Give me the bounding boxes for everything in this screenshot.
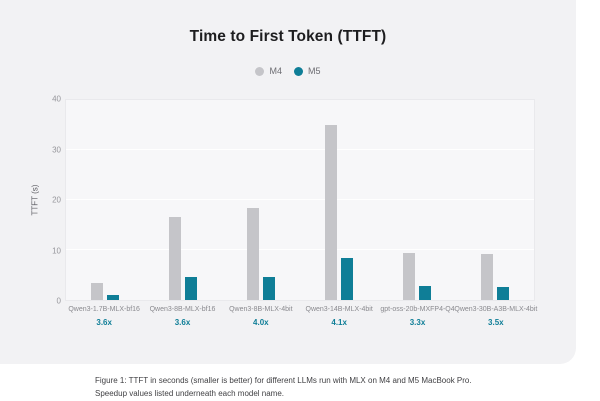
gridline: [66, 249, 534, 250]
legend-item-m4[interactable]: M4: [255, 66, 282, 76]
speedup-label: 3.5x: [488, 318, 504, 327]
category-label: Qwen3-14B-MLX-4bit: [305, 306, 373, 313]
figure-caption: Figure 1: TTFT in seconds (smaller is be…: [95, 376, 472, 398]
speedup-label: 3.6x: [174, 318, 191, 327]
chart-title: Time to First Token (TTFT): [189, 28, 387, 45]
bar-m5: [341, 257, 353, 300]
bar-group: [90, 100, 119, 300]
bar-m5: [263, 277, 275, 300]
bar-m4: [169, 217, 181, 300]
bar-m5: [419, 285, 431, 300]
y-axis-ticks: 0 10 20 30 40: [38, 95, 61, 306]
bar-m4: [403, 252, 415, 300]
bar-m5: [497, 287, 509, 300]
category-label: Qwen3-1.7B-MLX-bf16: [68, 306, 140, 313]
legend-item-m5[interactable]: M5: [294, 66, 321, 76]
y-tick-label: 40: [52, 94, 61, 104]
category-label: gpt-oss-20b-MXFP4-Q4: [380, 306, 455, 313]
category-label: Qwen3-30B-A3B-MLX-4bit: [454, 306, 538, 313]
bar-m5: [106, 295, 119, 300]
bar-m5: [185, 277, 197, 300]
speedup-label: 4.0x: [253, 318, 269, 327]
bar-group: [481, 100, 509, 300]
plot-area: [65, 99, 535, 301]
legend-label: M4: [269, 66, 282, 76]
speedup-label: 3.6x: [96, 318, 112, 327]
gridline: [66, 199, 534, 200]
bar-group: [247, 100, 275, 300]
bar-group: [169, 100, 197, 300]
bar-group: [325, 100, 353, 300]
category-label: Qwen3-8B-MLX-bf16: [149, 306, 216, 313]
speedup-label: 3.3x: [409, 318, 426, 327]
category-label: Qwen3-8B-MLX-4bit: [229, 306, 293, 313]
legend-dot-icon: [294, 66, 303, 76]
bar-m4: [247, 207, 259, 300]
gridline: [66, 149, 534, 150]
chart-legend: M4 M5: [0, 66, 576, 76]
x-axis-labels: Qwen3-1.7B-MLX-bf16 3.6x Qwen3-8B-MLX-bf16…: [65, 306, 538, 346]
y-tick-label: 20: [52, 195, 61, 205]
bar-m4: [325, 125, 337, 300]
bar-group: [403, 100, 431, 300]
speedup-label: 4.1x: [331, 318, 347, 327]
bar-m4: [481, 254, 493, 300]
legend-label: M5: [308, 66, 321, 76]
y-tick-label: 30: [52, 145, 61, 154]
legend-dot-icon: [255, 66, 265, 76]
y-tick-label: 10: [52, 246, 61, 255]
bar-m4: [90, 282, 103, 300]
y-tick-label: 0: [56, 296, 61, 306]
